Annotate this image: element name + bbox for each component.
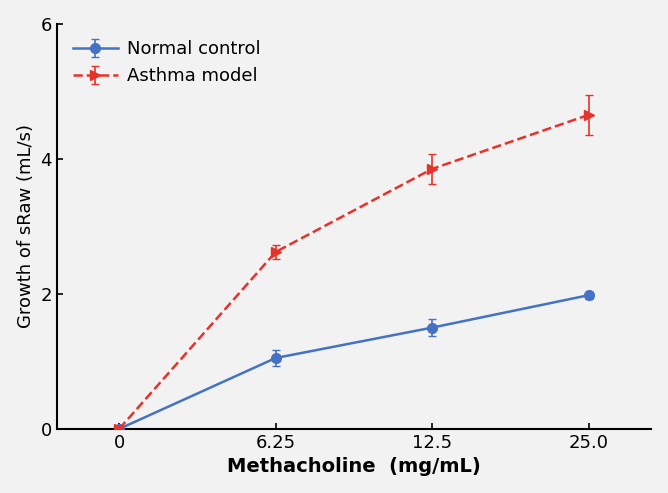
Y-axis label: Growth of sRaw (mL/s): Growth of sRaw (mL/s) [17, 124, 35, 328]
X-axis label: Methacholine  (mg/mL): Methacholine (mg/mL) [227, 458, 481, 476]
Legend: Normal control, Asthma model: Normal control, Asthma model [65, 33, 268, 92]
